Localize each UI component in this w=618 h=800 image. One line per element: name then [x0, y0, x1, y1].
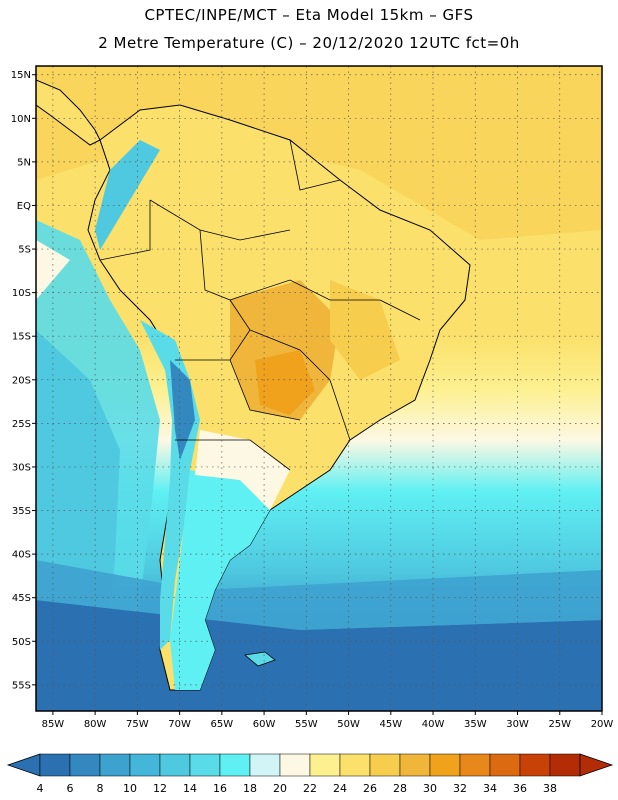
lat-label: 5N [17, 157, 31, 168]
lat-label: 35S [12, 506, 31, 517]
colorbar-swatch [129, 753, 161, 777]
colorbar-tick-label: 24 [333, 782, 347, 795]
lon-label: 60W [253, 719, 276, 730]
lon-label: 20W [591, 719, 614, 730]
latitude-labels: 15N 10N 5N EQ 5S 10S 15S 20S 25S 30S 35S 40S 45S 50S 5… [11, 70, 36, 691]
lon-label: 75W [126, 719, 149, 730]
colorbar-swatch [249, 753, 281, 777]
colorbar-tick-label: 12 [153, 782, 167, 795]
colorbar-tick-label: 20 [273, 782, 287, 795]
colorbar-max-arrow [579, 753, 614, 777]
lon-label: 45W [379, 719, 402, 730]
colorbar-swatch [309, 753, 341, 777]
map-subtitle: 2 Metre Temperature (C) – 20/12/2020 12U… [98, 34, 520, 52]
lon-label: 70W [168, 719, 191, 730]
lon-label: 50W [337, 719, 360, 730]
colorbar-tick-label: 4 [37, 782, 44, 795]
colorbar-tick-label: 28 [393, 782, 407, 795]
lat-label: 25S [12, 419, 31, 430]
colorbar-tick-label: 30 [423, 782, 437, 795]
map-title: CPTEC/INPE/MCT – Eta Model 15km – GFS [144, 6, 474, 24]
colorbar-swatch [189, 753, 221, 777]
colorbar-tick-label: 10 [123, 782, 137, 795]
colorbar-tick-label: 38 [543, 782, 557, 795]
colorbar-swatch [339, 753, 371, 777]
lon-label: 85W [42, 719, 65, 730]
lat-label: 10S [12, 288, 31, 299]
colorbar-swatch [279, 753, 311, 777]
lat-label: 20S [12, 375, 31, 386]
lon-label: 35W [464, 719, 487, 730]
colorbar-swatch [219, 753, 251, 777]
lat-label: 40S [12, 550, 31, 561]
colorbar-tick-label: 16 [213, 782, 227, 795]
colorbar-tick-label: 8 [97, 782, 104, 795]
longitude-labels: 85W 80W 75W 70W 65W 60W 55W 50W 45W 40W 35W 30W 25W 2… [42, 711, 614, 730]
lat-label: 50S [12, 637, 31, 648]
colorbar-swatch [399, 753, 431, 777]
colorbar-min-arrow [6, 753, 41, 777]
colorbar-tick-label: 32 [453, 782, 467, 795]
lat-label: 15S [12, 332, 31, 343]
colorbar-tick-label: 22 [303, 782, 317, 795]
lon-label: 65W [211, 719, 234, 730]
colorbar-swatch [99, 753, 131, 777]
temperature-colorbar: 4 6 8 10 12 14 16 18 20 22 24 26 28 30 32 34 36 38 [6, 753, 614, 795]
colorbar-swatch [489, 753, 521, 777]
colorbar-tick-label: 26 [363, 782, 377, 795]
colorbar-tick-label: 6 [67, 782, 74, 795]
lat-label: 5S [18, 245, 31, 256]
lon-label: 55W [295, 719, 318, 730]
colorbar-swatch [519, 753, 551, 777]
colorbar-swatch [549, 753, 581, 777]
colorbar-tick-label: 14 [183, 782, 197, 795]
colorbar-tick-label: 36 [513, 782, 527, 795]
colorbar-swatch [39, 753, 71, 777]
lon-label: 30W [506, 719, 529, 730]
colorbar-swatch [459, 753, 491, 777]
map-frame [35, 65, 603, 712]
lon-label: 80W [84, 719, 107, 730]
lat-label: 45S [12, 593, 31, 604]
graticule-lines [36, 66, 603, 711]
lat-label: 30S [12, 462, 31, 473]
lon-label: 25W [548, 719, 571, 730]
lat-label: 10N [11, 114, 31, 125]
country-borders [99, 139, 421, 471]
colorbar-swatch [369, 753, 401, 777]
lat-label: 15N [11, 70, 31, 81]
colorbar-tick-label: 34 [483, 782, 497, 795]
lat-label: EQ [17, 201, 31, 212]
lat-label: 55S [12, 680, 31, 691]
colorbar-swatch [429, 753, 461, 777]
colorbar-tick-label: 18 [243, 782, 257, 795]
colorbar-swatch [159, 753, 191, 777]
lon-label: 40W [422, 719, 445, 730]
interior-hottest-zone [255, 350, 315, 415]
colorbar-swatch [69, 753, 101, 777]
